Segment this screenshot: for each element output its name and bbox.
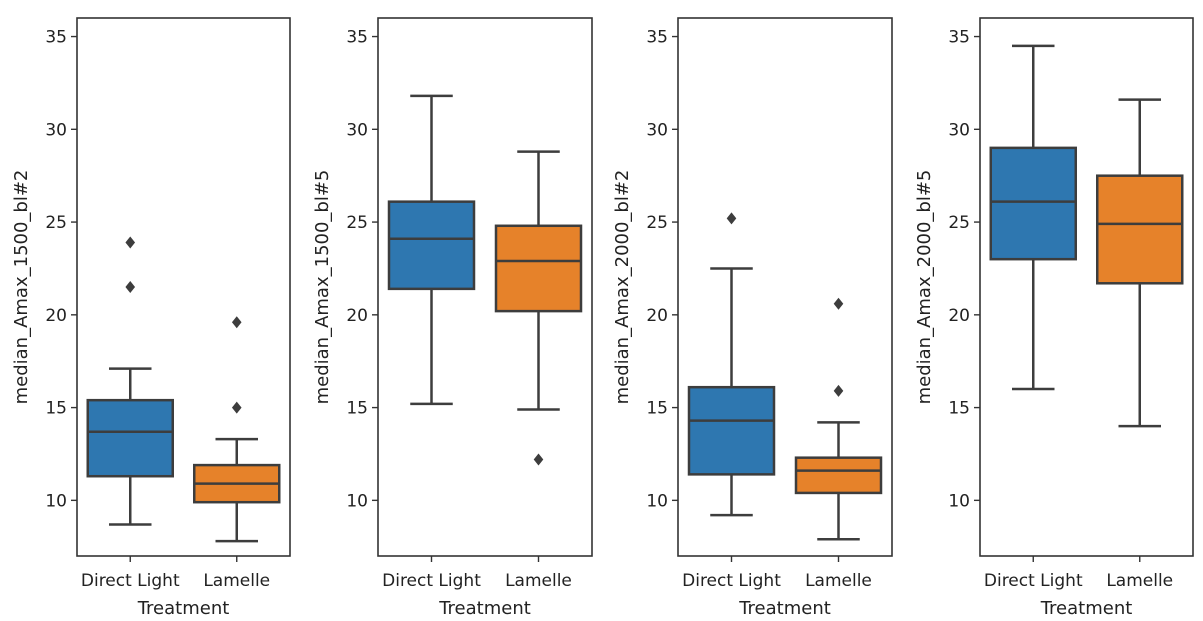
y-tick-label: 10 [646,491,668,511]
iqr-box [989,146,1077,261]
y-axis-label: median_Amax_2000_bl#5 [914,170,935,405]
y-tick-label: 30 [346,120,368,140]
y-tick-label: 15 [45,399,67,419]
y-tick-label: 20 [948,306,970,326]
y-tick-label: 20 [45,306,67,326]
subplot-4: 10 15 20 25 30 35 median_Amax_2000_bl#5 Direct … [914,17,1194,619]
x-tick-label: Lamelle [805,571,872,591]
y-tick-label: 20 [646,306,668,326]
y-tick-label: 20 [346,306,368,326]
x-tick-label: Direct Light [382,571,481,591]
axes-frame [76,17,291,557]
box-lamelle [794,297,883,541]
box-lamelle [494,150,583,466]
outlier-point [533,453,544,466]
outlier-point [231,401,242,414]
box-direct-light [989,44,1077,391]
box-lamelle [193,316,281,543]
y-axis-label: median_Amax_1500_bl#2 [11,170,32,405]
y-tick-label: 30 [646,120,668,140]
iqr-box [86,398,174,478]
y-tick-label: 30 [948,120,970,140]
y-tick-label: 35 [646,28,668,48]
y-tick-label: 15 [346,399,368,419]
outlier-point [231,316,242,329]
x-tick-label: Direct Light [984,571,1083,591]
iqr-box [387,200,476,291]
y-tick-label: 15 [646,399,668,419]
outlier-point [125,281,136,293]
y-tick-label: 10 [346,491,368,511]
box-direct-light [387,94,476,406]
y-tick-label: 15 [948,399,970,419]
box-direct-light [687,212,776,517]
subplot-3: 10 15 20 25 30 35 median_Amax_2000_bl#2 Direct … [612,17,893,619]
y-tick-label: 10 [948,491,970,511]
y-tick-label: 35 [948,28,970,48]
iqr-box [1096,174,1184,285]
y-axis-label: median_Amax_2000_bl#2 [612,170,633,405]
x-axis-label: Treatment [738,598,831,619]
box-direct-light [86,236,174,526]
x-tick-label: Direct Light [682,571,781,591]
x-axis-label: Treatment [137,598,230,619]
y-tick-label: 30 [45,120,67,140]
iqr-box [794,456,883,495]
iqr-box [494,224,583,313]
x-axis-label: Treatment [1040,598,1133,619]
y-tick-label: 35 [346,28,368,48]
iqr-box [687,385,776,476]
axes-frame [979,17,1194,557]
axes-frame [677,17,893,557]
x-tick-label: Direct Light [81,571,180,591]
outlier-point [125,236,136,249]
y-tick-label: 25 [646,213,668,233]
axes-frame [377,17,593,557]
box-lamelle [1096,98,1184,428]
y-tick-label: 25 [948,213,970,233]
subplot-2: 10 15 20 25 30 35 median_Amax_1500_bl#5 Direct … [312,17,593,619]
y-tick-label: 10 [45,491,67,511]
y-axis-label: median_Amax_1500_bl#5 [312,170,333,405]
y-tick-label: 35 [45,28,67,48]
subplot-1: 10 15 20 25 30 35 median_Amax_1500_bl#2 Direct … [11,17,291,619]
outlier-point [833,384,844,397]
outlier-point [833,297,844,310]
y-tick-label: 25 [346,213,368,233]
y-tick-label: 25 [45,213,67,233]
x-tick-label: Lamelle [1106,571,1173,591]
x-axis-label: Treatment [438,598,531,619]
x-tick-label: Lamelle [505,571,572,591]
x-tick-label: Lamelle [203,571,270,591]
outlier-point [726,212,737,225]
